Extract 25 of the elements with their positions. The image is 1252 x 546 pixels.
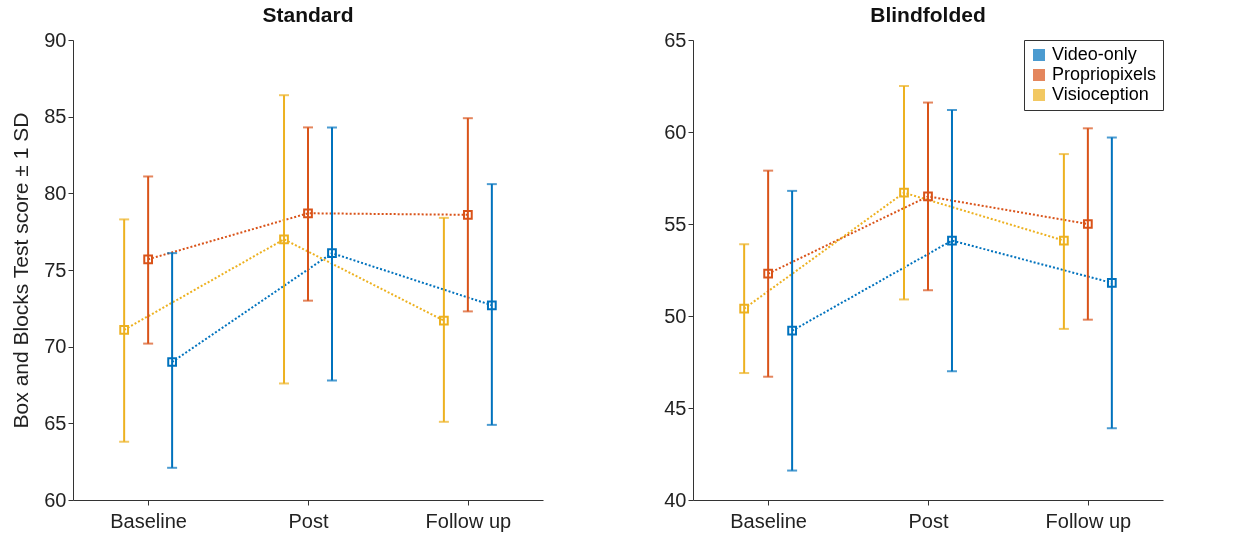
legend-label: Video-only bbox=[1052, 44, 1137, 64]
x-tick-label: Baseline bbox=[110, 509, 187, 532]
y-axis-title: Box and Blocks Test score ± 1 SD bbox=[9, 112, 33, 429]
x-tick-label: Follow up bbox=[425, 509, 512, 532]
y-tick-label: 75 bbox=[44, 258, 67, 281]
y-tick-label: 65 bbox=[664, 28, 687, 51]
legend-label: Visioception bbox=[1052, 84, 1149, 104]
y-tick-label: 65 bbox=[44, 411, 67, 434]
x-tick-label: Post bbox=[288, 509, 329, 532]
y-tick-label: 85 bbox=[44, 105, 67, 128]
y-tick-label: 70 bbox=[44, 335, 67, 358]
y-tick-label: 90 bbox=[44, 28, 67, 51]
x-tick-label: Post bbox=[908, 509, 949, 532]
y-tick-label: 80 bbox=[44, 181, 67, 204]
y-tick-label: 60 bbox=[44, 488, 67, 511]
chart-title: Blindfolded bbox=[870, 3, 986, 26]
y-tick-label: 45 bbox=[664, 396, 687, 419]
legend-label: Propriopixels bbox=[1052, 64, 1157, 84]
y-tick-label: 40 bbox=[664, 488, 687, 511]
y-tick-label: 50 bbox=[664, 304, 687, 327]
chart-title: Standard bbox=[262, 3, 354, 26]
y-tick-label: 55 bbox=[664, 212, 687, 235]
x-tick-label: Follow up bbox=[1045, 509, 1132, 532]
y-tick-label: 60 bbox=[664, 120, 687, 143]
x-tick-label: Baseline bbox=[730, 509, 807, 532]
